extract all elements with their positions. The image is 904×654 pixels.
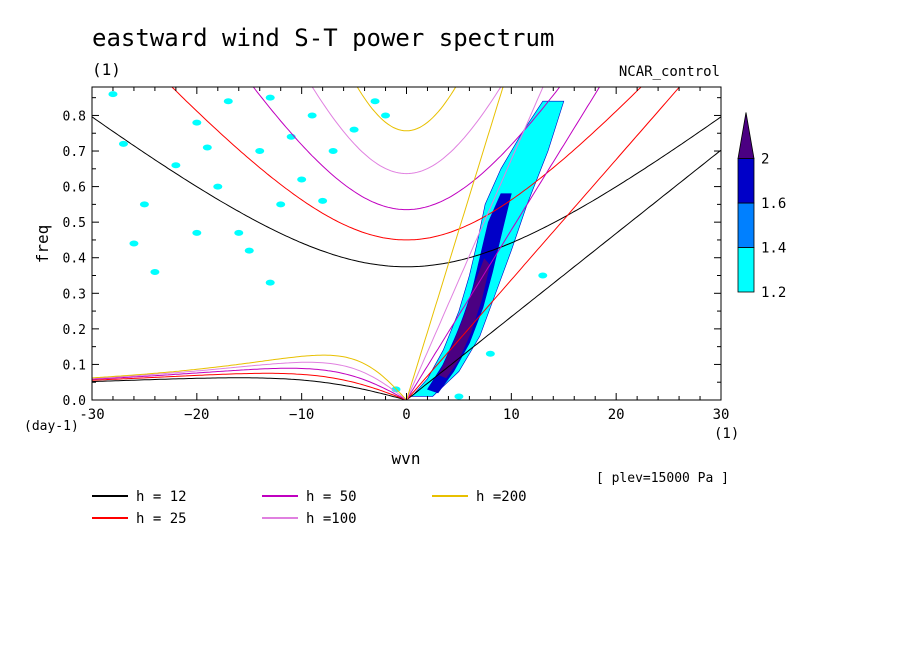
kelvin-curve-h200 [406, 87, 504, 400]
contour-spot-9 [297, 176, 307, 183]
dispersion-curves [92, 87, 721, 400]
colorbar-box-1 [737, 202, 755, 248]
rossby-curve-h12 [92, 377, 407, 400]
contour-spot-20 [202, 144, 212, 151]
contour-spot-1 [139, 201, 149, 208]
x-tick-label: -30 [79, 407, 104, 423]
legend-label-h200: h =200 [476, 489, 527, 505]
colorbar-box-0 [737, 247, 755, 293]
x-tick-label: 0 [402, 407, 410, 423]
colorbar: 1.2 1.4 1.6 2 [737, 112, 786, 301]
contour-spot-27 [454, 393, 464, 400]
x-tick-label: 20 [608, 407, 625, 423]
colorbar-arrow [737, 112, 755, 159]
contour-spot-24 [381, 112, 391, 119]
y-tick-label: 0.3 [63, 287, 86, 302]
colorbar-label: 1.4 [761, 241, 786, 257]
y-axis-label: freq [33, 225, 52, 264]
contour-spot-29 [527, 148, 537, 155]
contour-spot-5 [234, 229, 244, 236]
contour-spot-18 [150, 268, 160, 275]
kelvin-curve-h25 [406, 87, 681, 400]
y-tick-label: 0.6 [63, 181, 86, 196]
plot-area [92, 87, 721, 400]
y-tick-label: 0.8 [63, 109, 86, 124]
contour-spot-14 [129, 240, 139, 247]
colorbar-label: 1.6 [761, 196, 786, 212]
title-units: (1) [92, 60, 121, 79]
y-axis: 0.0 0.1 0.2 0.3 0.4 0.5 0.6 0.7 0.8 [63, 97, 721, 409]
contour-spot-13 [370, 98, 380, 105]
legend-label-h100: h =100 [306, 511, 357, 527]
contour-spot-17 [265, 279, 275, 286]
contour-spot-11 [328, 148, 338, 155]
contour-spot-7 [265, 94, 275, 101]
rossby-curve-h25 [92, 372, 407, 400]
kelvin-curve-h12 [406, 149, 721, 400]
x-tick-label: 30 [713, 407, 730, 423]
rossby-curve-h200 [92, 354, 407, 400]
x-tick-label: −10 [289, 407, 314, 423]
contour-spot-16 [244, 247, 254, 254]
legend-label-h25: h = 25 [136, 511, 187, 527]
contour-spot-2 [171, 162, 181, 169]
ig-curve-h12 [92, 116, 721, 268]
x-tick-label: 10 [503, 407, 520, 423]
ig-curve-h200 [356, 87, 457, 132]
contour-spot-10 [307, 112, 317, 119]
contour-spot-8 [276, 201, 286, 208]
contour-spot-4 [213, 183, 223, 190]
x-axis: -30 −20 −10 0 10 20 30 [79, 87, 729, 423]
ig-curve-h25 [171, 87, 642, 241]
kelvin-curve-h50 [406, 87, 601, 400]
colorbar-label: 1.2 [761, 285, 786, 301]
colorbar-label: 2 [761, 152, 769, 168]
kelvin-curve-h100 [406, 87, 544, 400]
x-units: (1) [714, 426, 739, 442]
run-label: NCAR_control [619, 64, 720, 80]
x-axis-label: wvn [392, 449, 421, 468]
ig-curve-h50 [252, 87, 561, 211]
chart-title: eastward wind S-T power spectrum [92, 24, 554, 52]
contour-spot-19 [223, 98, 233, 105]
y-tick-label: 0.2 [63, 323, 86, 338]
legend-label-h50: h = 50 [306, 489, 357, 505]
y-tick-label: 0.7 [63, 145, 86, 160]
contour-spot-0 [118, 140, 128, 147]
legend-label-h12: h = 12 [136, 489, 187, 505]
contour-spot-22 [108, 91, 118, 98]
y-tick-label: 0.4 [63, 252, 87, 267]
y-tick-label: 0.5 [63, 216, 86, 231]
y-units: (day-1) [24, 419, 79, 434]
y-tick-label: 0.0 [63, 394, 86, 409]
contour-spot-3 [192, 119, 202, 126]
contour-spot-21 [318, 197, 328, 204]
contour-spot-12 [349, 126, 359, 133]
rossby-curve-h100 [92, 361, 407, 400]
colorbar-box-2 [737, 158, 755, 204]
x-tick-label: −20 [184, 407, 209, 423]
rossby-curve-h50 [92, 367, 407, 400]
contour-spot-28 [485, 350, 495, 357]
ig-curve-h100 [311, 87, 502, 175]
contour-spot-25 [538, 272, 548, 279]
contour-spot-15 [192, 229, 202, 236]
y-tick-label: 0.1 [63, 358, 86, 373]
contour-spot-6 [255, 148, 265, 155]
legend: h = 12 h = 25 h = 50 h =100 h =200 [92, 489, 527, 527]
footnote: [ plev=15000 Pa ] [596, 471, 729, 486]
